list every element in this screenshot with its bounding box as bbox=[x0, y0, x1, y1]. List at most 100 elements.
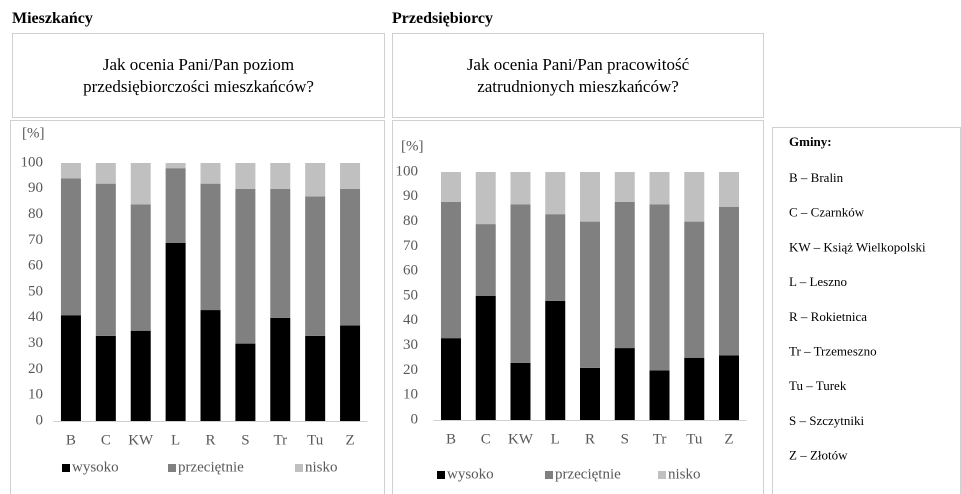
y-tick-label: 80 bbox=[403, 213, 418, 229]
chart-box bbox=[10, 120, 385, 494]
y-axis-label: [%] bbox=[401, 138, 424, 154]
bar-segment bbox=[270, 188, 291, 318]
bar-segment bbox=[719, 206, 740, 356]
bar-segment bbox=[130, 330, 151, 421]
y-tick-label: 100 bbox=[21, 154, 44, 170]
chart-box bbox=[392, 120, 764, 494]
bar-segment bbox=[614, 348, 635, 420]
x-tick-label: R bbox=[205, 432, 215, 448]
y-tick-label: 0 bbox=[411, 411, 419, 427]
x-tick-label: Z bbox=[724, 431, 733, 447]
bar-segment bbox=[60, 315, 81, 421]
bar-segment bbox=[440, 201, 461, 339]
bar-segment bbox=[580, 172, 600, 222]
y-tick-label: 20 bbox=[28, 361, 43, 377]
bar-segment bbox=[95, 335, 116, 421]
bar-segment bbox=[510, 172, 531, 205]
x-tick-label: C bbox=[101, 432, 111, 448]
key-item: L – Leszno bbox=[789, 274, 847, 289]
x-tick-label: KW bbox=[508, 431, 534, 447]
x-tick-label: B bbox=[446, 431, 456, 447]
bar-segment bbox=[545, 214, 566, 301]
key-item: KW – Książ Wielkopolski bbox=[789, 239, 926, 254]
bar-segment bbox=[649, 370, 670, 420]
bar-segment bbox=[235, 163, 256, 189]
x-tick-label: R bbox=[585, 431, 595, 447]
bar-segment bbox=[200, 310, 221, 421]
legend-swatch bbox=[62, 464, 70, 472]
bar-segment bbox=[580, 221, 600, 368]
bar-segment bbox=[200, 183, 221, 311]
y-tick-label: 30 bbox=[403, 337, 418, 353]
y-tick-label: 0 bbox=[36, 412, 44, 428]
bar-segment bbox=[60, 163, 81, 179]
y-tick-label: 40 bbox=[28, 309, 43, 325]
y-tick-label: 50 bbox=[403, 287, 418, 303]
x-tick-label: B bbox=[66, 432, 76, 448]
bar-segment bbox=[649, 204, 670, 371]
legend-swatch bbox=[437, 471, 445, 479]
legend-label: przeciętnie bbox=[555, 466, 621, 482]
bar-segment bbox=[684, 358, 705, 420]
question: Jak ocenia Pani/Pan poziom przedsiębiorc… bbox=[83, 54, 314, 96]
key-item: R – Rokietnica bbox=[789, 309, 867, 324]
bar-segment bbox=[200, 163, 221, 184]
question: Jak ocenia Pani/Pan pracowitość zatrudni… bbox=[466, 54, 690, 96]
bar-segment bbox=[719, 355, 740, 420]
y-tick-label: 100 bbox=[396, 163, 419, 179]
y-tick-label: 60 bbox=[403, 263, 418, 279]
bar-segment bbox=[165, 163, 186, 169]
key-item: Z – Złotów bbox=[789, 448, 848, 463]
bar-segment bbox=[510, 204, 531, 363]
question-box: Jak ocenia Pani/Pan poziom przedsiębiorc… bbox=[12, 33, 385, 118]
x-tick-label: C bbox=[481, 431, 491, 447]
bar-segment bbox=[684, 221, 705, 358]
bar-segment bbox=[305, 335, 326, 421]
x-tick-label: Tu bbox=[307, 432, 324, 448]
bar-segment bbox=[545, 300, 566, 420]
bar-segment bbox=[95, 163, 116, 184]
y-tick-label: 60 bbox=[28, 258, 43, 274]
key-item: Tr – Trzemeszno bbox=[789, 343, 877, 358]
y-tick-label: 10 bbox=[403, 387, 418, 403]
y-tick-label: 10 bbox=[28, 387, 43, 403]
bar-segment bbox=[340, 163, 361, 189]
bar-segment bbox=[235, 343, 256, 421]
key-item: C – Czarnków bbox=[789, 205, 865, 220]
bar-segment bbox=[235, 188, 256, 344]
y-tick-label: 20 bbox=[403, 362, 418, 378]
bar-segment bbox=[165, 168, 186, 243]
bar-segment bbox=[510, 362, 531, 420]
y-tick-label: 80 bbox=[28, 206, 43, 222]
x-tick-label: L bbox=[171, 432, 180, 448]
legend-swatch bbox=[545, 471, 553, 479]
bar-segment bbox=[95, 183, 116, 336]
bar-segment bbox=[475, 296, 496, 420]
bar-segment bbox=[60, 178, 81, 316]
y-axis-label: [%] bbox=[22, 125, 45, 141]
bar-segment bbox=[614, 201, 635, 349]
heading: Przedsiębiorcy bbox=[392, 10, 494, 27]
legend-label: nisko bbox=[305, 459, 338, 475]
question-box: Jak ocenia Pani/Pan pracowitość zatrudni… bbox=[392, 33, 764, 118]
key-item: Tu – Turek bbox=[789, 378, 847, 393]
x-tick-label: S bbox=[621, 431, 629, 447]
legend-swatch bbox=[168, 464, 176, 472]
key-item: S – Szczytniki bbox=[789, 413, 864, 428]
legend-swatch bbox=[295, 464, 303, 472]
bar-segment bbox=[340, 325, 361, 421]
bar-segment bbox=[305, 163, 326, 197]
key-title: Gminy: bbox=[789, 134, 832, 149]
x-tick-label: Tu bbox=[686, 431, 703, 447]
x-tick-label: KW bbox=[128, 432, 154, 448]
x-tick-label: L bbox=[551, 431, 560, 447]
heading: Mieszkańcy bbox=[12, 10, 93, 27]
bar-segment bbox=[475, 224, 496, 296]
bar-segment bbox=[649, 172, 670, 205]
legend-label: przeciętnie bbox=[178, 459, 244, 475]
bar-segment bbox=[719, 172, 740, 207]
bar-segment bbox=[305, 196, 326, 336]
bar-segment bbox=[165, 242, 186, 421]
bar-segment bbox=[130, 204, 151, 331]
